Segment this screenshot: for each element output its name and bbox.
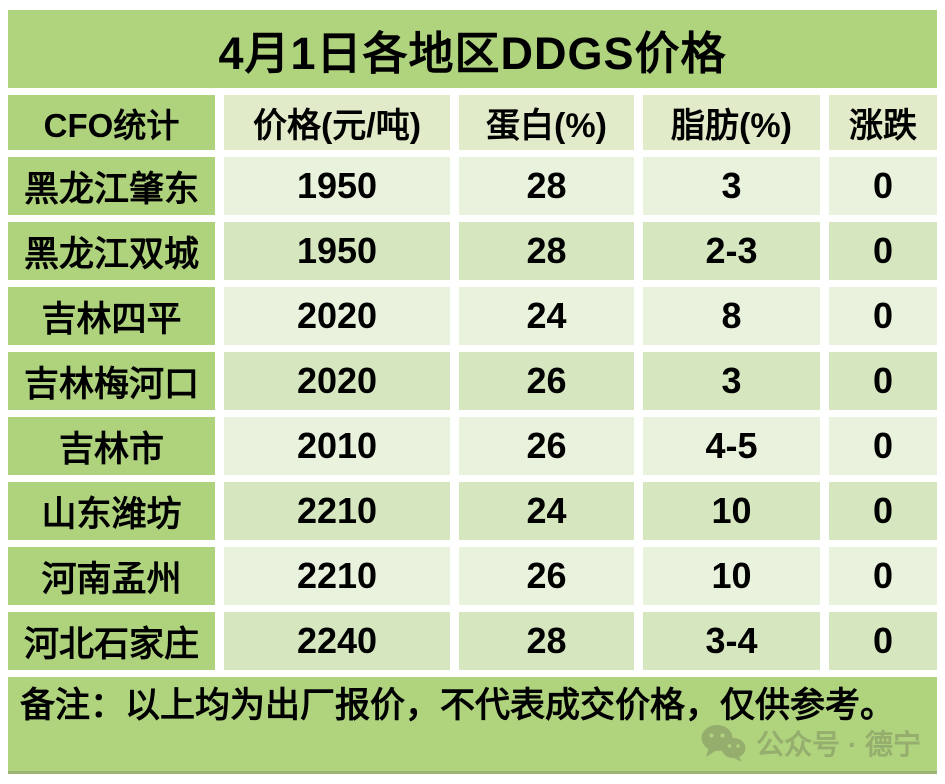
data-cell: 28 (459, 222, 634, 280)
data-cell: 0 (829, 482, 937, 540)
data-cell: 2010 (224, 417, 450, 475)
data-cell: 8 (643, 287, 820, 345)
data-cell: 2240 (224, 612, 450, 670)
data-cell: 0 (829, 547, 937, 605)
data-cell: 0 (829, 417, 937, 475)
data-cell: 0 (829, 222, 937, 280)
footer-bar: 备注：以上均为出厂报价，不代表成交价格，仅供参考。 公众号 · 德宁 (8, 677, 937, 774)
data-cell: 2210 (224, 547, 450, 605)
data-cell: 0 (829, 352, 937, 410)
region-label: 吉林梅河口 (8, 352, 215, 410)
data-cell: 24 (459, 287, 634, 345)
page-title: 4月1日各地区DDGS价格 (8, 10, 937, 88)
data-cell: 0 (829, 612, 937, 670)
data-cell: 24 (459, 482, 634, 540)
region-label: 黑龙江双城 (8, 222, 215, 280)
data-cell: 2210 (224, 482, 450, 540)
watermark: 公众号 · 德宁 (700, 723, 921, 763)
region-label: 吉林四平 (8, 287, 215, 345)
data-cell: 26 (459, 417, 634, 475)
footer-note: 备注：以上均为出厂报价，不代表成交价格，仅供参考。 (20, 686, 896, 725)
data-cell: 4-5 (643, 417, 820, 475)
data-cell: 0 (829, 287, 937, 345)
price-table: CFO统计 价格(元/吨) 蛋白(%) 脂肪(%) 涨跌 黑龙江肇东 1950 28 3 0 黑龙江… (8, 95, 937, 670)
column-header: 涨跌 (829, 95, 937, 150)
data-cell: 2-3 (643, 222, 820, 280)
data-cell: 3 (643, 157, 820, 215)
data-cell: 0 (829, 157, 937, 215)
data-cell: 2020 (224, 287, 450, 345)
data-cell: 28 (459, 612, 634, 670)
column-header: 脂肪(%) (643, 95, 820, 150)
region-label: 黑龙江肇东 (8, 157, 215, 215)
data-cell: 3 (643, 352, 820, 410)
data-cell: 10 (643, 482, 820, 540)
data-cell: 1950 (224, 157, 450, 215)
column-header: 价格(元/吨) (224, 95, 450, 150)
region-label: 河南孟州 (8, 547, 215, 605)
data-cell: 2020 (224, 352, 450, 410)
data-cell: 1950 (224, 222, 450, 280)
region-label: 吉林市 (8, 417, 215, 475)
data-cell: 10 (643, 547, 820, 605)
region-label: 河北石家庄 (8, 612, 215, 670)
column-header: 蛋白(%) (459, 95, 634, 150)
data-cell: 28 (459, 157, 634, 215)
data-cell: 26 (459, 547, 634, 605)
data-cell: 26 (459, 352, 634, 410)
region-label: 山东潍坊 (8, 482, 215, 540)
wechat-icon (701, 725, 746, 762)
data-cell: 3-4 (643, 612, 820, 670)
watermark-text: 公众号 · 德宁 (756, 729, 921, 760)
table-corner-header: CFO统计 (8, 95, 215, 150)
